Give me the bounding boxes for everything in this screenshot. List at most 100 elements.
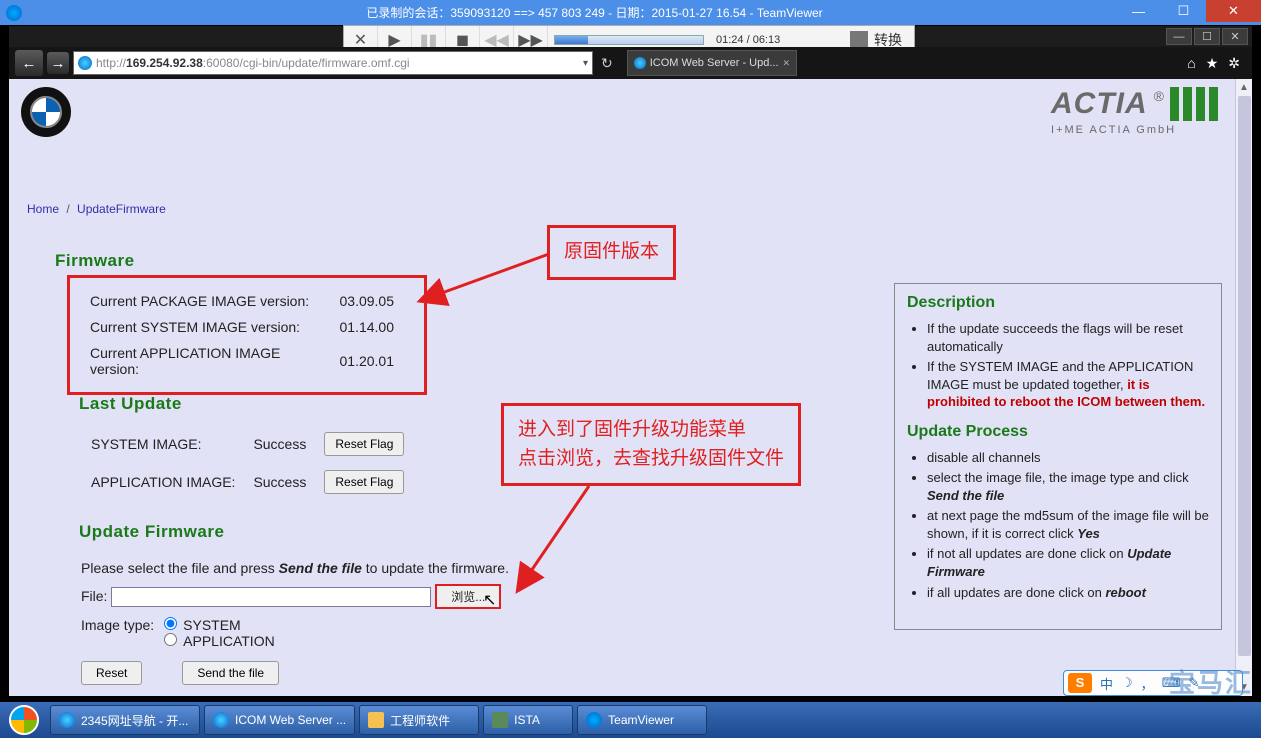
tab-favicon bbox=[634, 57, 646, 69]
reset-button[interactable]: Reset bbox=[81, 661, 142, 685]
scroll-thumb[interactable] bbox=[1238, 96, 1251, 656]
heading-update-firmware: Update Firmware bbox=[79, 522, 224, 542]
actia-logo: ACTIA ® I+ME ACTIA GmbH bbox=[1051, 87, 1222, 136]
uf-instr-c: to update the firmware. bbox=[362, 560, 509, 576]
browser-right-icons: ⌂ ★ ✲ bbox=[1187, 55, 1246, 72]
table-row: Current SYSTEM IMAGE version:01.14.00 bbox=[90, 315, 404, 339]
url-host: 169.254.92.38 bbox=[126, 56, 203, 70]
scroll-up-icon[interactable]: ▲ bbox=[1236, 79, 1252, 96]
file-label: File: bbox=[81, 588, 107, 604]
radio-application[interactable] bbox=[164, 633, 177, 646]
windows-orb-icon bbox=[9, 705, 39, 735]
tools-icon[interactable]: ✲ bbox=[1228, 55, 1240, 72]
callout2-line2: 点击浏览，去查找升级固件文件 bbox=[518, 448, 784, 469]
uf-instr-a: Please select the file and press bbox=[81, 560, 279, 576]
radio-application-row[interactable]: APPLICATION bbox=[164, 633, 275, 649]
inner-minimize-button[interactable]: — bbox=[1166, 28, 1192, 45]
taskbar: 2345网址导航 - 开... ICOM Web Server ... 工程师软… bbox=[0, 702, 1261, 738]
bmw-logo bbox=[21, 87, 71, 137]
description-panel: Description If the update succeeds the f… bbox=[894, 283, 1222, 630]
page-scrollbar[interactable]: ▲ ▼ bbox=[1235, 79, 1252, 696]
actia-text: ACTIA bbox=[1051, 87, 1148, 121]
reset-flag-app-button[interactable]: Reset Flag bbox=[324, 470, 404, 494]
fw-sys-label: Current SYSTEM IMAGE version: bbox=[90, 315, 338, 339]
fw-app-value: 01.20.01 bbox=[340, 341, 405, 381]
home-icon[interactable]: ⌂ bbox=[1187, 55, 1195, 72]
refresh-button[interactable]: ↻ bbox=[597, 55, 617, 72]
page-viewport: ACTIA ® I+ME ACTIA GmbH Home / UpdateFir… bbox=[9, 79, 1252, 696]
start-button[interactable] bbox=[0, 702, 48, 738]
browser-tab[interactable]: ICOM Web Server - Upd... ✕ bbox=[627, 50, 797, 76]
desc-item: If the SYSTEM IMAGE and the APPLICATION … bbox=[927, 358, 1209, 411]
heading-firmware: Firmware bbox=[55, 251, 135, 271]
tv-progress-fill bbox=[555, 36, 588, 44]
table-row: Current APPLICATION IMAGE version:01.20.… bbox=[90, 341, 404, 381]
desc-heading: Description bbox=[907, 294, 1209, 312]
mouse-cursor: ↖ bbox=[483, 590, 496, 610]
process-item: at next page the md5sum of the image fil… bbox=[927, 507, 1209, 542]
table-row: Current PACKAGE IMAGE version:03.09.05 bbox=[90, 289, 404, 313]
process-heading: Update Process bbox=[907, 423, 1209, 441]
sogou-ime-bar[interactable]: S 中 ☽ ， ⌨ ✎ bbox=[1063, 670, 1243, 696]
forward-button[interactable]: → bbox=[47, 52, 69, 74]
taskbar-item-2345[interactable]: 2345网址导航 - 开... bbox=[50, 705, 200, 735]
file-input[interactable] bbox=[111, 587, 431, 607]
ime-punct[interactable]: ， bbox=[1141, 674, 1154, 693]
tb-label: TeamViewer bbox=[608, 713, 674, 727]
favorites-icon[interactable]: ★ bbox=[1206, 55, 1219, 72]
close-button[interactable]: ✕ bbox=[1206, 0, 1261, 22]
ime-moon-icon[interactable]: ☽ bbox=[1121, 675, 1133, 691]
tv-time: 01:24 / 06:13 bbox=[716, 34, 780, 46]
url-path: :60080/cgi-bin/update/firmware.omf.cgi bbox=[203, 56, 410, 70]
crumb-page[interactable]: UpdateFirmware bbox=[77, 202, 166, 216]
tb-label: 工程师软件 bbox=[390, 712, 450, 729]
taskbar-item-teamviewer[interactable]: TeamViewer bbox=[577, 705, 707, 735]
minimize-button[interactable]: — bbox=[1116, 0, 1161, 22]
breadcrumb: Home / UpdateFirmware bbox=[27, 202, 166, 216]
last-update-table: SYSTEM IMAGE: Success Reset Flag APPLICA… bbox=[81, 424, 414, 502]
reset-flag-sys-button[interactable]: Reset Flag bbox=[324, 432, 404, 456]
fw-app-label: Current APPLICATION IMAGE version: bbox=[90, 341, 338, 381]
tb-label: 2345网址导航 - 开... bbox=[81, 712, 188, 729]
url-field[interactable]: http:// 169.254.92.38 :60080/cgi-bin/upd… bbox=[73, 51, 593, 75]
crumb-home[interactable]: Home bbox=[27, 202, 59, 216]
radio-system-row[interactable]: SYSTEM bbox=[164, 617, 241, 633]
update-firmware-form: Please select the file and press Send th… bbox=[81, 552, 509, 685]
url-dropdown-icon[interactable]: ▾ bbox=[583, 58, 588, 69]
callout2-line1: 进入到了固件升级功能菜单 bbox=[518, 419, 746, 440]
taskbar-item-engineer[interactable]: 工程师软件 bbox=[359, 705, 479, 735]
send-file-button[interactable]: Send the file bbox=[182, 661, 279, 685]
taskbar-item-icom[interactable]: ICOM Web Server ... bbox=[204, 705, 355, 735]
radio-system[interactable] bbox=[164, 617, 177, 630]
tb-label: ISTA bbox=[514, 713, 540, 727]
ime-s-icon: S bbox=[1068, 673, 1092, 693]
teamviewer-icon bbox=[6, 5, 22, 21]
process-item: if all updates are done click on reboot bbox=[927, 584, 1209, 602]
radio-system-label: SYSTEM bbox=[183, 617, 241, 633]
lu-sys-label: SYSTEM IMAGE: bbox=[83, 426, 243, 462]
titlebar: 已录制的会话：359093120 ==> 457 803 249 - 日期：20… bbox=[0, 0, 1261, 25]
inner-maximize-button[interactable]: ☐ bbox=[1194, 28, 1220, 45]
ime-keyboard-icon[interactable]: ⌨ bbox=[1162, 675, 1181, 691]
process-item: select the image file, the image type an… bbox=[927, 469, 1209, 504]
ista-icon bbox=[492, 712, 508, 728]
taskbar-item-ista[interactable]: ISTA bbox=[483, 705, 573, 735]
ie-icon bbox=[213, 712, 229, 728]
ime-pen-icon[interactable]: ✎ bbox=[1188, 675, 1199, 691]
radio-application-label: APPLICATION bbox=[183, 633, 275, 649]
actia-reg-mark: ® bbox=[1154, 88, 1164, 104]
lu-app-label: APPLICATION IMAGE: bbox=[83, 464, 243, 500]
tab-close-icon[interactable]: ✕ bbox=[783, 58, 791, 69]
back-button[interactable]: ← bbox=[15, 50, 43, 76]
fw-sys-value: 01.14.00 bbox=[340, 315, 405, 339]
table-row: SYSTEM IMAGE: Success Reset Flag bbox=[83, 426, 412, 462]
table-row: APPLICATION IMAGE: Success Reset Flag bbox=[83, 464, 412, 500]
lu-app-status: Success bbox=[245, 464, 314, 500]
maximize-button[interactable]: ☐ bbox=[1161, 0, 1206, 22]
tv-progress-bar[interactable] bbox=[554, 35, 704, 45]
ime-lang[interactable]: 中 bbox=[1100, 674, 1113, 693]
inner-close-button[interactable]: ✕ bbox=[1222, 28, 1248, 45]
heading-last-update: Last Update bbox=[79, 394, 182, 414]
firmware-versions-box: Current PACKAGE IMAGE version:03.09.05 C… bbox=[67, 275, 427, 395]
crumb-sep: / bbox=[66, 202, 69, 216]
